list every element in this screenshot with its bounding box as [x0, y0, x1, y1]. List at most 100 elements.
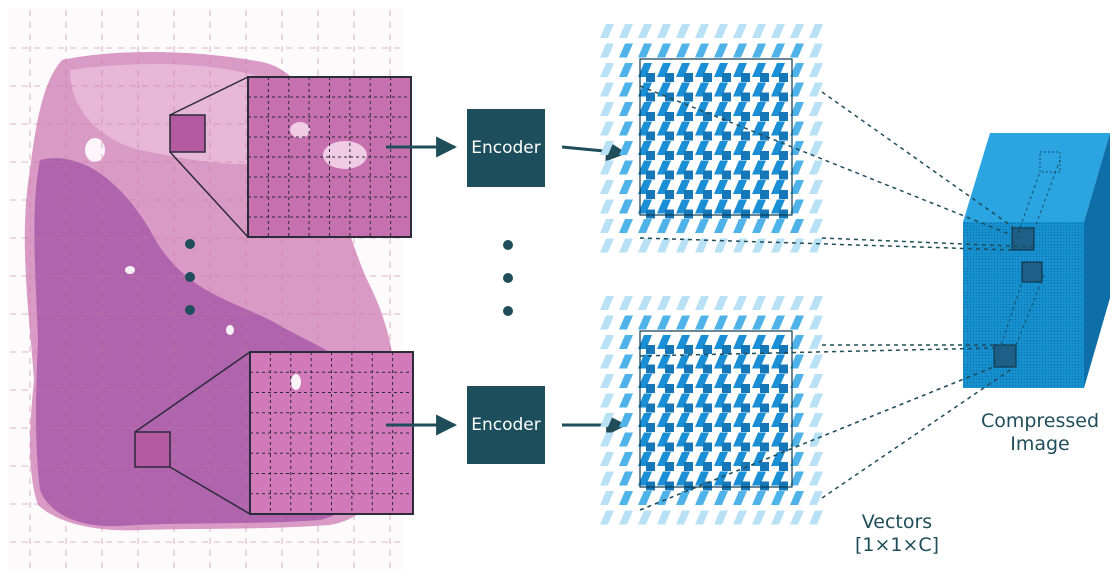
- feature-vector: [638, 199, 652, 214]
- compressed-cube: [963, 133, 1110, 388]
- feature-vector: [733, 452, 747, 466]
- feature-vector-face: [722, 151, 731, 160]
- cube-depth-lines: [993, 159, 1061, 368]
- feature-vector-face: [684, 462, 693, 471]
- feature-vector: [619, 63, 633, 77]
- feature-vector: [714, 199, 728, 214]
- feature-vector-face: [779, 209, 788, 219]
- feature-vector: [657, 63, 671, 77]
- feature-vector-face: [703, 384, 712, 393]
- feature-vector: [676, 141, 690, 155]
- feature-vector: [657, 82, 671, 97]
- feature-vector-face: [722, 423, 731, 432]
- feature-vector-face: [741, 481, 750, 491]
- feature-vector: [714, 374, 728, 388]
- tissue-vessel: [125, 266, 135, 274]
- feature-vector-face: [703, 170, 712, 180]
- feature-vector: [638, 238, 652, 253]
- projection-line: [639, 237, 1013, 251]
- feature-vector: [752, 354, 766, 369]
- feature-vector-face: [665, 151, 674, 160]
- cube-side-face: [1084, 133, 1110, 388]
- feature-vector: [676, 238, 690, 253]
- feature-vector-face: [703, 462, 712, 471]
- feature-vector: [638, 24, 652, 38]
- feature-vector-face: [760, 170, 769, 180]
- feature-vector: [771, 354, 785, 369]
- feature-vector: [600, 121, 614, 136]
- feature-vector: [638, 102, 652, 116]
- feature-vector: [638, 219, 652, 233]
- feature-vector: [771, 393, 785, 408]
- feature-vector: [600, 199, 614, 214]
- cube-slot-middle: [1021, 261, 1043, 283]
- feature-vector: [695, 393, 709, 408]
- feature-vector: [657, 24, 671, 38]
- feature-vector-face: [665, 92, 674, 102]
- feature-vector-face: [646, 131, 655, 141]
- upper-patch-texture: [290, 122, 310, 138]
- feature-vector: [752, 510, 766, 525]
- feature-vector: [619, 238, 633, 253]
- feature-vector: [809, 296, 823, 310]
- feature-vector: [790, 354, 804, 369]
- feature-vector: [733, 238, 747, 253]
- feature-vector: [676, 102, 690, 116]
- feature-vector: [771, 471, 785, 486]
- arrow-encoder-to-vectors-top: [561, 140, 628, 162]
- feature-vector: [619, 160, 633, 175]
- feature-vector-face: [665, 209, 674, 219]
- feature-vector-face: [779, 384, 788, 393]
- feature-vector: [600, 238, 614, 253]
- feature-vector: [657, 180, 671, 194]
- encoder-block-bottom: Encoder: [467, 386, 545, 464]
- ellipsis-dots-left: [185, 239, 195, 315]
- feature-vector: [657, 471, 671, 486]
- feature-vector: [695, 238, 709, 253]
- lower-patch-group: [134, 351, 414, 515]
- feature-vector: [771, 432, 785, 447]
- compressed-label-line1: Compressed: [980, 410, 1100, 432]
- feature-vector-face: [665, 345, 674, 354]
- feature-vector-face: [741, 345, 750, 354]
- feature-vector: [809, 354, 823, 369]
- feature-vector: [752, 102, 766, 116]
- feature-vector: [714, 413, 728, 427]
- feature-vector: [676, 491, 690, 505]
- feature-vector: [790, 121, 804, 136]
- feature-vector: [752, 393, 766, 408]
- feature-vector-face: [684, 112, 693, 121]
- feature-vector-face: [760, 92, 769, 102]
- feature-vector: [638, 374, 652, 388]
- feature-vector-face: [703, 151, 712, 160]
- feature-vector: [790, 141, 804, 155]
- feature-vector: [695, 354, 709, 369]
- feature-vector: [600, 315, 614, 330]
- feature-vector: [695, 374, 709, 388]
- feature-vector-face: [703, 92, 712, 102]
- feature-vector: [790, 43, 804, 58]
- feature-vector: [619, 315, 633, 330]
- feature-vector: [676, 471, 690, 486]
- feature-vector: [809, 315, 823, 330]
- upper-patch-selection: [169, 114, 206, 153]
- feature-vector-face: [779, 423, 788, 432]
- feature-vector: [638, 335, 652, 349]
- feature-vector-face: [722, 190, 731, 199]
- feature-vector: [638, 510, 652, 525]
- feature-vector-face: [741, 112, 750, 121]
- feature-vector: [619, 374, 633, 388]
- feature-vector: [752, 160, 766, 175]
- feature-vector-face: [741, 170, 750, 180]
- feature-vector: [714, 491, 728, 505]
- feature-vector-face: [684, 209, 693, 219]
- feature-vector: [657, 432, 671, 447]
- feature-vector: [600, 43, 614, 58]
- feature-vector: [676, 296, 690, 310]
- feature-vector-face: [779, 190, 788, 199]
- feature-vector-face: [646, 345, 655, 354]
- feature-vector-face: [779, 345, 788, 354]
- feature-vector: [733, 413, 747, 427]
- feature-vector-face: [646, 92, 655, 102]
- feature-vector: [771, 238, 785, 253]
